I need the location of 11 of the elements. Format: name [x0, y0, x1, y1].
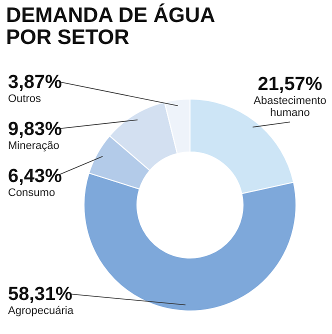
data-label: 21,57% — [258, 74, 322, 95]
slice-label: Abastecimento humano — [254, 95, 326, 119]
slice-label: Consumo — [8, 187, 56, 199]
slice-label: Agropecuária — [8, 305, 74, 317]
data-label: 9,83% — [8, 119, 62, 140]
slice-label: Outros — [8, 93, 42, 105]
data-label: 6,43% — [8, 166, 62, 187]
chart-title: DEMANDA DE ÁGUA POR SETOR — [6, 3, 216, 49]
data-label: 58,31% — [8, 284, 73, 305]
data-label: 3,87% — [8, 72, 62, 93]
slice-label: Mineração — [8, 140, 60, 152]
